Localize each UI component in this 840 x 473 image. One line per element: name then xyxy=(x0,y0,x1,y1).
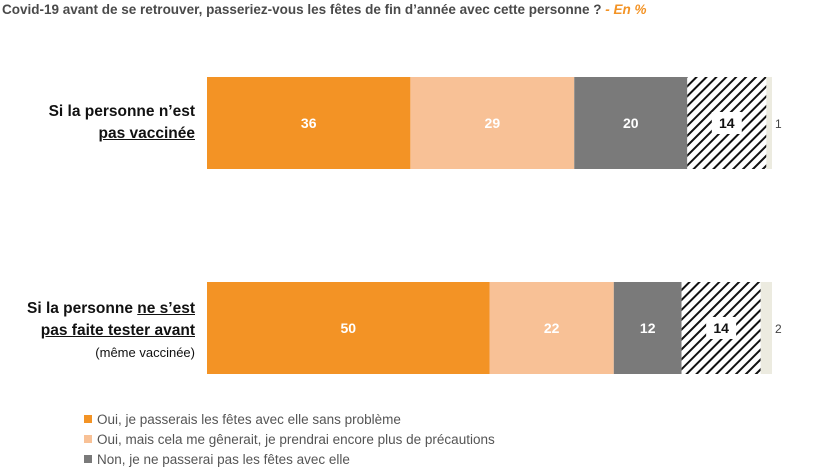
data-label-2-5: 2 xyxy=(775,322,782,336)
data-label-1-3: 20 xyxy=(623,115,639,131)
bar-segment-2-1 xyxy=(207,282,490,374)
category-2-line1-pre: Si la personne xyxy=(27,300,138,317)
legend-label-2: Oui, mais cela me gênerait, je prendrai … xyxy=(97,432,495,447)
data-label-bg-2-4 xyxy=(706,317,737,339)
bar-segment-1-1 xyxy=(207,77,411,169)
category-label-1: Si la personne n’est pas vaccinée xyxy=(49,101,195,145)
chart-title: Covid-19 avant de se retrouver, passerie… xyxy=(2,2,838,17)
data-label-1-2: 29 xyxy=(485,115,501,131)
legend-swatch-2 xyxy=(84,435,92,443)
category-2-sub: (même vaccinée) xyxy=(95,345,195,360)
bar-segment-1-2 xyxy=(410,77,575,169)
title-text: Covid-19 avant de se retrouver, passerie… xyxy=(2,2,602,17)
category-2-line2: pas faite tester avant xyxy=(40,322,195,339)
category-label-2: Si la personne ne s’est pas faite tester… xyxy=(27,298,195,364)
legend-label-3: Non, je ne passerai pas les fêtes avec e… xyxy=(97,452,350,467)
legend-item-3: Non, je ne passerai pas les fêtes avec e… xyxy=(84,450,495,470)
bar-segment-2-3 xyxy=(613,282,682,374)
legend-swatch-1 xyxy=(84,415,92,423)
data-label-1-4: 14 xyxy=(719,115,735,131)
bar-segment-1-3 xyxy=(574,77,688,169)
data-label-bg-1-4 xyxy=(711,112,742,134)
data-label-2-3: 12 xyxy=(640,320,656,336)
data-label-2-4: 14 xyxy=(713,320,729,336)
legend-swatch-3 xyxy=(84,455,92,463)
data-label-1-1: 36 xyxy=(301,115,317,131)
data-label-2-2: 22 xyxy=(544,320,560,336)
category-1-line2: pas vaccinée xyxy=(98,125,195,142)
legend-label-1: Oui, je passerais les fêtes avec elle sa… xyxy=(97,412,401,427)
bar-segment-2-5 xyxy=(760,282,772,374)
bar-segment-2-2 xyxy=(489,282,614,374)
category-1-line1: Si la personne n’est xyxy=(48,103,195,120)
legend-item-2: Oui, mais cela me gênerait, je prendrai … xyxy=(84,430,495,450)
data-label-1-5: 1 xyxy=(775,117,782,131)
bar-segment-1-5 xyxy=(766,77,772,169)
legend: Oui, je passerais les fêtes avec elle sa… xyxy=(84,410,495,470)
data-label-2-1: 50 xyxy=(340,320,356,336)
legend-item-1: Oui, je passerais les fêtes avec elle sa… xyxy=(84,410,495,430)
title-unit: - En % xyxy=(605,2,647,17)
category-2-line1-underlined: ne s’est xyxy=(137,300,195,317)
